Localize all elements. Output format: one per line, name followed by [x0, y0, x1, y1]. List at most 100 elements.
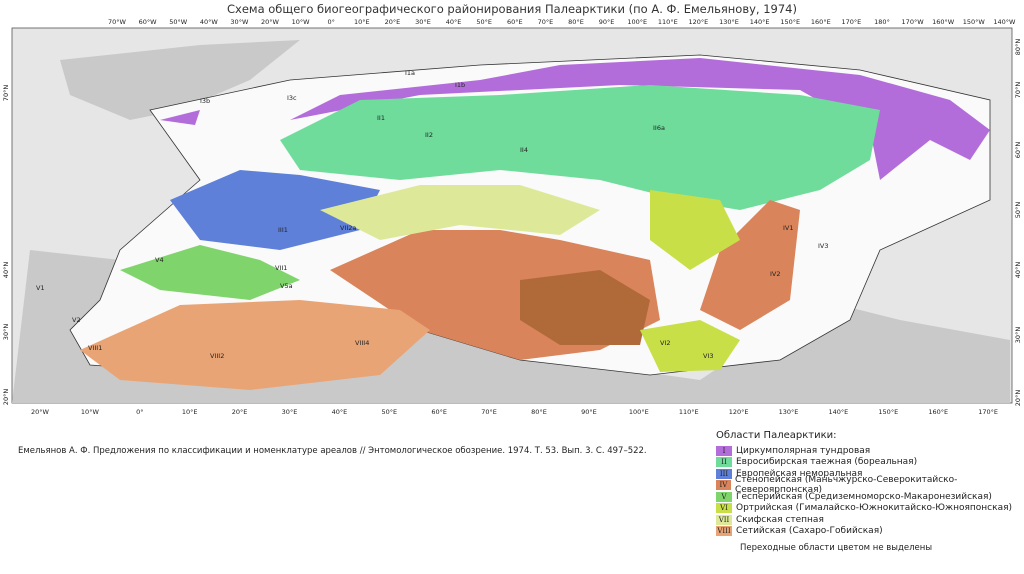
lon-label: 10°E — [354, 18, 370, 26]
lat-label: 40°N — [1014, 262, 1022, 279]
legend-swatch: VI — [716, 503, 732, 514]
region-label: V2 — [72, 316, 81, 324]
lat-label: 20°N — [2, 389, 10, 406]
citation: Емельянов А. Ф. Предложения по классифик… — [18, 446, 647, 456]
legend-item: III Европейская неморальная — [716, 468, 1024, 480]
legend-swatch: I — [716, 445, 732, 456]
lon-label: 70°E — [481, 408, 497, 416]
lon-label: 60°W — [139, 18, 158, 26]
lon-label: 60°E — [431, 408, 447, 416]
lon-label: 20°W — [261, 18, 280, 26]
legend-title: Области Палеарктики: — [716, 430, 837, 441]
region-label: II1 — [377, 114, 385, 122]
lon-label: 150°E — [780, 18, 800, 26]
region-label: VI3 — [703, 352, 714, 360]
legend-label: Сетийская (Сахаро-Гобийская) — [736, 526, 883, 537]
region-label: V1 — [36, 284, 45, 292]
region-label: V4 — [155, 256, 164, 264]
lon-label: 170°E — [842, 18, 862, 26]
region-label: VII1 — [275, 264, 287, 272]
legend-label: Ортрийская (Гималайско-Южнокитайско-Южно… — [736, 503, 1013, 514]
lon-label: 160°W — [932, 18, 955, 26]
legend-label: Циркумполярная тундровая — [736, 445, 871, 456]
lon-label: 100°E — [629, 408, 649, 416]
lat-label: 30°N — [1014, 327, 1022, 344]
region-IV-core — [520, 270, 650, 345]
region-VII — [320, 185, 600, 240]
legend-item: VIII Сетийская (Сахаро-Гобийская) — [716, 526, 1024, 538]
legend-note: Переходные области цветом не выделены — [740, 543, 933, 553]
region-III — [170, 170, 380, 250]
lat-label: 70°N — [2, 85, 10, 102]
lon-label: 120°E — [689, 18, 709, 26]
lon-label: 0° — [328, 18, 335, 26]
lon-label: 140°E — [750, 18, 770, 26]
region-label: VI2 — [660, 339, 671, 347]
legend-swatch: V — [716, 491, 732, 502]
lon-label: 30°W — [230, 18, 249, 26]
region-label: VIII2 — [210, 352, 224, 360]
legend-item: II Евросибирская таежная (бореальная) — [716, 457, 1024, 469]
legend-swatch: II — [716, 457, 732, 468]
lon-label: 170°W — [902, 18, 925, 26]
region-label: III1 — [278, 226, 288, 234]
region-label: I3b — [200, 97, 210, 105]
region-label: I3c — [287, 94, 297, 102]
lon-label: 20°E — [385, 18, 401, 26]
lon-label: 70°E — [538, 18, 554, 26]
lon-label: 70°W — [108, 18, 127, 26]
region-II — [280, 85, 880, 210]
lon-label: 30°E — [282, 408, 298, 416]
region-label: VIII4 — [355, 339, 369, 347]
lon-label: 60°E — [507, 18, 523, 26]
lon-label: 100°E — [627, 18, 647, 26]
lon-label: 10°W — [81, 408, 100, 416]
region-label: V5a — [280, 282, 293, 290]
legend-swatch: VII — [716, 514, 732, 525]
lon-label: 40°W — [200, 18, 219, 26]
lon-label: 160°E — [811, 18, 831, 26]
region-label: I1b — [455, 81, 465, 89]
region-label: VII2a — [340, 224, 356, 232]
lat-label: 20°N — [1014, 390, 1022, 407]
lon-label: 20°W — [31, 408, 50, 416]
region-label: II2 — [425, 131, 433, 139]
legend-item: IV Стенопейская (Маньчжурско-Северокитайс… — [716, 475, 1024, 495]
lon-label: 110°E — [658, 18, 678, 26]
lon-label: 140°E — [829, 408, 849, 416]
region-label: IV2 — [770, 270, 781, 278]
legend-item: VI Ортрийская (Гималайско-Южнокитайско-Юж… — [716, 503, 1024, 515]
legend-item: VII Скифская степная — [716, 514, 1024, 526]
region-V — [120, 245, 300, 300]
lon-label: 150°W — [963, 18, 986, 26]
lon-label: 10°W — [292, 18, 311, 26]
lon-label: 130°E — [719, 18, 739, 26]
lon-label: 30°E — [415, 18, 431, 26]
region-label: II6a — [653, 124, 665, 132]
legend-label: Европейская неморальная — [736, 468, 863, 479]
region-label: VIII1 — [88, 344, 102, 352]
lon-label: 40°E — [446, 18, 462, 26]
lon-label: 90°E — [581, 408, 597, 416]
lat-label: 30°N — [2, 324, 10, 341]
region-label: IV3 — [818, 242, 829, 250]
region-VIII — [80, 300, 430, 390]
lon-label: 150°E — [878, 408, 898, 416]
lon-label: 180° — [874, 18, 890, 26]
lon-label: 160°E — [928, 408, 948, 416]
lon-label: 50°E — [381, 408, 397, 416]
lon-label: 20°E — [232, 408, 248, 416]
lat-label: 50°N — [1014, 202, 1022, 219]
lon-label: 170°E — [978, 408, 998, 416]
lat-label: 40°N — [2, 262, 10, 279]
region-label: I1a — [405, 69, 415, 77]
lon-label: 140°W — [993, 18, 1016, 26]
legend-item: V Гесперийская (Средиземноморско-Макароне… — [716, 491, 1024, 503]
lat-label: 60°N — [1014, 142, 1022, 159]
lon-label: 110°E — [679, 408, 699, 416]
map: I1a I1b I3b I3c II1 II2 II4 II6a III1 IV… — [2, 18, 1022, 416]
legend: Области Палеарктики: I Циркумполярная тун… — [716, 430, 1024, 553]
region-label: II4 — [520, 146, 528, 154]
legend-label: Скифская степная — [736, 514, 824, 525]
